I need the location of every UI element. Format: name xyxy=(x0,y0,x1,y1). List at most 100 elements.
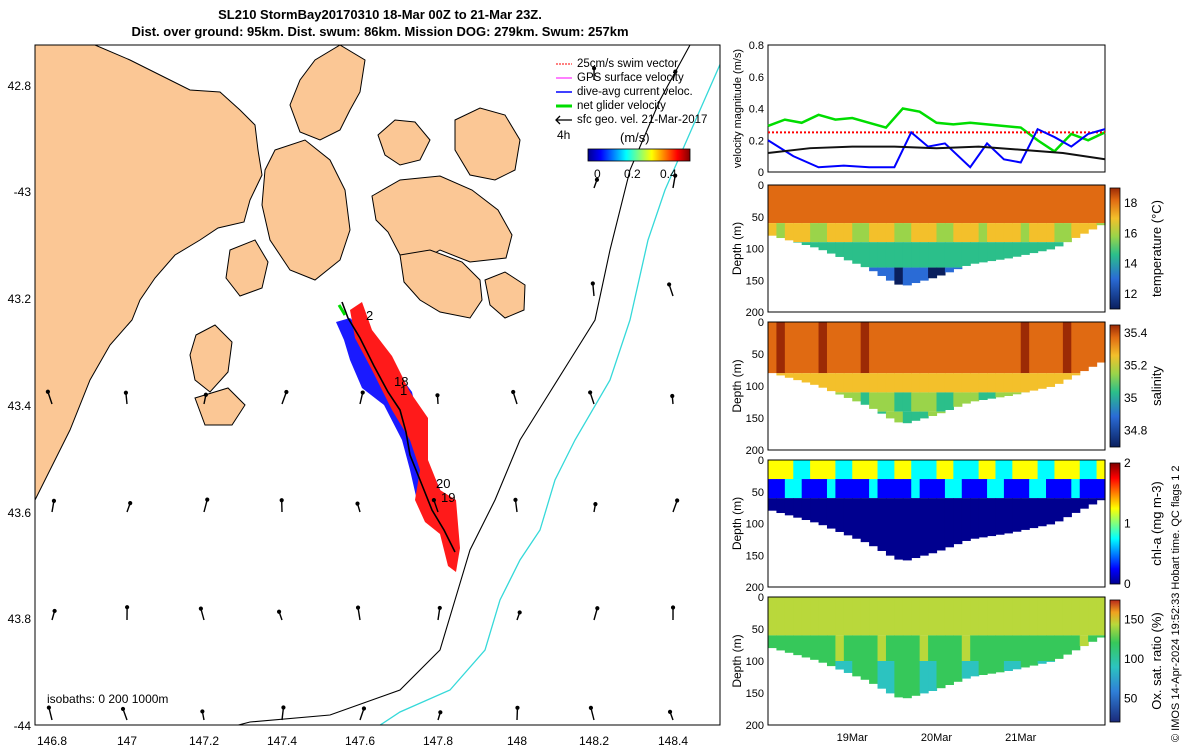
heatmap-cell xyxy=(894,460,904,480)
heatmap-cell xyxy=(869,635,879,661)
heatmap-cell xyxy=(995,223,1005,243)
heatmap-cell xyxy=(919,185,929,224)
heatmap-cell xyxy=(1012,373,1022,393)
heatmap-cell xyxy=(970,322,980,374)
depth-ytick: 0 xyxy=(758,317,764,329)
heatmap-cell xyxy=(860,242,870,268)
heatmap-cell xyxy=(810,479,820,499)
colorbar-tick: 16 xyxy=(1124,226,1138,240)
heatmap-cell xyxy=(953,223,963,243)
heatmap-cell xyxy=(885,267,895,281)
vector-head xyxy=(276,609,282,614)
heatmap-cell xyxy=(928,223,938,243)
heatmap-cell xyxy=(1029,373,1039,391)
heatmap-cell xyxy=(953,635,963,661)
heatmap-cell xyxy=(995,322,1005,374)
heatmap-cell xyxy=(1088,223,1098,230)
heatmap-cell xyxy=(987,242,997,262)
heatmap-cell xyxy=(852,635,862,661)
heatmap-cell xyxy=(961,498,971,541)
heatmap-cell xyxy=(919,411,929,419)
heatmap-cell xyxy=(944,498,954,548)
heatmap-cell xyxy=(1003,479,1013,499)
heatmap-cell xyxy=(953,185,963,224)
heatmap-cell xyxy=(902,373,912,393)
heatmap-cell xyxy=(911,498,921,559)
heatmap-cell xyxy=(801,498,811,521)
figure-title-line1: SL210 StormBay20170310 18-Mar 00Z to 21-… xyxy=(218,7,542,22)
day-label: 20 xyxy=(436,476,450,491)
vector-head xyxy=(437,605,442,611)
heatmap-cell xyxy=(852,373,862,393)
heatmap-cell xyxy=(1046,498,1056,525)
heatmap-cell xyxy=(902,661,912,699)
svg-text:net glider velocity: net glider velocity xyxy=(577,100,666,112)
heatmap-cell xyxy=(843,322,853,374)
vector-head xyxy=(431,498,436,503)
heatmap-cell xyxy=(919,498,929,556)
heatmap-cell xyxy=(1003,661,1013,671)
velocity-ytick: 0.6 xyxy=(749,72,764,84)
heatmap-cell xyxy=(843,185,853,224)
heatmap-cell xyxy=(1096,479,1106,499)
heatmap-cell xyxy=(944,322,954,374)
colorbar-tick: 35 xyxy=(1124,391,1138,405)
isobath-lines xyxy=(236,45,720,725)
heatmap-cell xyxy=(1029,322,1039,374)
heatmap-cell xyxy=(1020,322,1030,374)
heatmap-cell xyxy=(818,635,828,661)
heatmap-cell xyxy=(953,661,963,682)
heatmap-cell xyxy=(826,373,836,392)
depth-ytick: 50 xyxy=(752,624,764,636)
heatmap-cell xyxy=(1012,322,1022,374)
time-tick: 19Mar xyxy=(837,732,869,744)
heatmap-cell xyxy=(1046,661,1056,662)
heatmap-cell xyxy=(1003,597,1013,636)
depth-ylabel: Depth (m) xyxy=(730,497,744,550)
heatmap-cell xyxy=(1003,460,1013,480)
heatmap-cell xyxy=(961,242,971,266)
heatmap-cell xyxy=(793,223,803,243)
heatmap-cell xyxy=(911,322,921,374)
heatmap-cell xyxy=(877,373,887,393)
depth-ylabel: Depth (m) xyxy=(730,634,744,687)
heatmap-cell xyxy=(1054,597,1064,636)
heatmap-cell xyxy=(978,223,988,243)
heatmap-cell xyxy=(885,373,895,393)
heatmap-cell xyxy=(1062,373,1072,380)
heatmap-cell xyxy=(936,392,946,412)
heatmap-cell xyxy=(869,460,879,480)
depth-ytick: 0 xyxy=(758,455,764,467)
lon-tick: 147.6 xyxy=(345,734,375,748)
map-frame xyxy=(34,44,721,726)
colorbar-tick: 0 xyxy=(1124,577,1131,591)
heatmap-cell xyxy=(987,597,997,636)
heatmap-cell xyxy=(1029,242,1039,254)
heatmap-cell xyxy=(1037,185,1047,224)
heatmap-cell xyxy=(843,597,853,636)
heatmap-cell xyxy=(784,635,794,653)
heatmap-cell xyxy=(928,479,938,499)
heatmap-cell xyxy=(860,322,870,374)
heatmap-cell xyxy=(1046,373,1056,387)
heatmap-cell xyxy=(902,411,912,424)
heatmap-cell xyxy=(911,392,921,412)
lon-tick: 147 xyxy=(117,734,137,748)
heatmap-cell xyxy=(928,267,938,279)
heatmap-cell xyxy=(970,635,980,661)
heatmap-cell xyxy=(944,267,954,273)
heatmap-cell xyxy=(919,661,929,694)
lat-tick: 43.8 xyxy=(8,612,32,626)
velocity-ylabel: velocity magnitude (m/s) xyxy=(732,49,744,168)
heatmap-cell xyxy=(919,322,929,374)
right-panels: 0 0.2 0.4 0.6 0.8 velocity magnitude (m/s) 0 50… xyxy=(730,40,1164,744)
heatmap-cell xyxy=(894,242,904,268)
vector-head xyxy=(125,605,130,610)
colorbar-tick: 14 xyxy=(1124,257,1138,271)
legend-item-geo-velocity: sfc geo. vel. 21-Mar-2017 xyxy=(555,114,707,126)
heatmap-cell xyxy=(869,223,879,243)
heatmap-frame xyxy=(767,184,1106,313)
heatmap-cell xyxy=(936,661,946,689)
heatmap-cell xyxy=(810,498,820,523)
heatmap-cell xyxy=(1012,460,1022,480)
